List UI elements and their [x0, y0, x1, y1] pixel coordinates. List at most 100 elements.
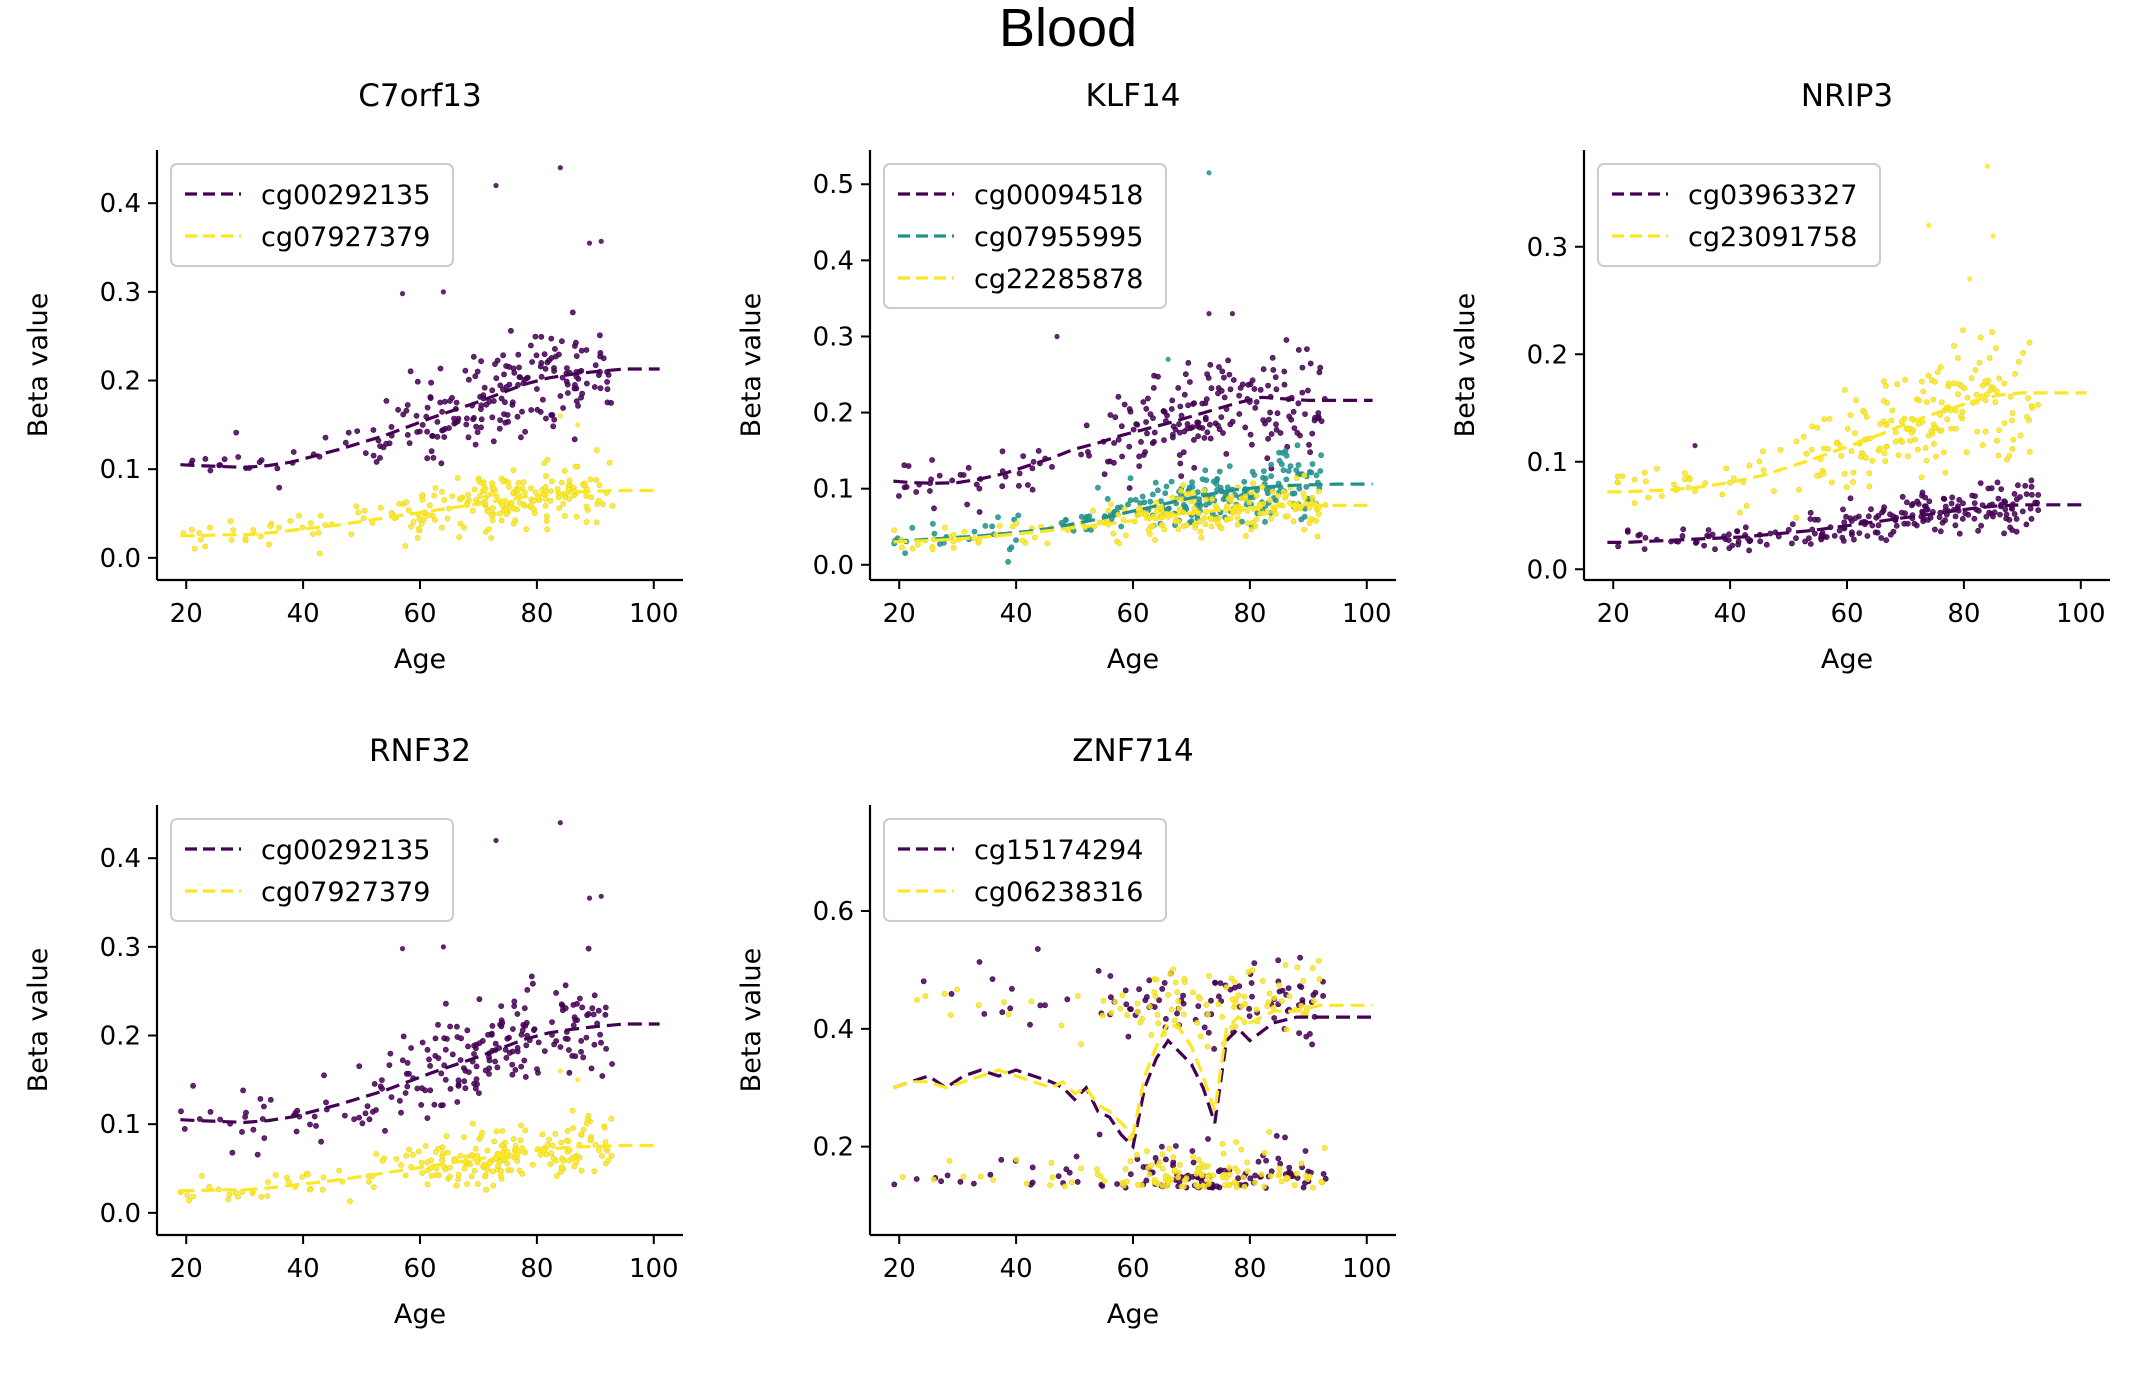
- data-point: [950, 538, 957, 545]
- data-point: [572, 343, 578, 349]
- data-point: [1221, 374, 1227, 381]
- data-point: [530, 980, 536, 987]
- data-point: [1307, 360, 1314, 367]
- data-point: [1074, 1179, 1081, 1185]
- data-point: [1967, 276, 1973, 282]
- data-point: [1187, 379, 1193, 385]
- data-point: [546, 1136, 552, 1143]
- data-point: [579, 1004, 586, 1011]
- data-point: [1035, 447, 1042, 454]
- data-point: [1155, 1162, 1162, 1168]
- data-point: [351, 1116, 357, 1123]
- data-point: [1100, 997, 1107, 1004]
- data-point: [1266, 990, 1273, 997]
- data-point: [1260, 366, 1267, 373]
- data-point: [1238, 1146, 1245, 1153]
- data-point: [393, 1156, 400, 1162]
- data-point: [515, 351, 522, 358]
- data-point: [1988, 485, 1995, 492]
- data-point: [414, 535, 421, 541]
- data-point: [1299, 997, 1306, 1003]
- data-point: [522, 1127, 529, 1134]
- data-point: [509, 401, 516, 408]
- data-point: [416, 428, 423, 435]
- data-point: [999, 1009, 1006, 1016]
- data-point: [1271, 1015, 1278, 1021]
- data-point: [1268, 473, 1275, 479]
- data-point: [566, 1157, 572, 1164]
- data-point: [486, 1160, 493, 1167]
- data-point: [2035, 507, 2042, 514]
- data-point: [1099, 1012, 1106, 1019]
- data-point: [440, 289, 446, 295]
- data-point: [455, 1176, 462, 1183]
- data-point: [296, 512, 302, 519]
- data-point: [1294, 964, 1301, 971]
- data-point: [566, 477, 573, 484]
- data-point: [1925, 372, 1932, 379]
- data-point: [316, 550, 323, 557]
- data-point: [571, 436, 578, 443]
- data-point: [960, 472, 967, 478]
- data-point: [467, 1161, 473, 1168]
- data-point: [1204, 371, 1210, 377]
- trend-line-cg07927379: [180, 1143, 660, 1193]
- data-point: [1233, 1139, 1239, 1145]
- data-point: [976, 959, 983, 965]
- data-point: [388, 423, 395, 430]
- data-point: [1919, 508, 1926, 515]
- x-tick-label: 100: [629, 599, 679, 629]
- data-point: [1119, 992, 1126, 998]
- data-point: [558, 1001, 565, 1008]
- data-point: [405, 507, 412, 513]
- data-point: [1286, 993, 1293, 1000]
- data-point: [500, 352, 506, 359]
- data-point: [1144, 1148, 1150, 1154]
- legend-label: cg23091758: [1688, 222, 1857, 253]
- data-point: [1315, 511, 1322, 517]
- data-point: [1941, 449, 1947, 456]
- data-point: [1215, 1001, 1222, 1008]
- data-point: [914, 997, 920, 1003]
- data-point: [1304, 1176, 1311, 1182]
- data-point: [560, 405, 566, 411]
- data-point: [1268, 515, 1274, 522]
- data-point: [1226, 463, 1233, 469]
- data-point: [402, 1090, 409, 1096]
- data-point: [471, 1167, 478, 1174]
- data-point: [1016, 482, 1022, 489]
- data-point: [1208, 997, 1214, 1004]
- data-point: [1951, 380, 1957, 387]
- data-point: [1306, 504, 1313, 511]
- data-point: [604, 386, 611, 393]
- data-point: [400, 1033, 407, 1040]
- data-point: [1933, 453, 1939, 460]
- data-point: [1189, 489, 1196, 496]
- y-tick-label: 0.4: [813, 1015, 854, 1045]
- x-tick-label: 20: [883, 599, 916, 629]
- legend-label: cg07955995: [974, 222, 1143, 253]
- data-point: [1259, 978, 1266, 984]
- data-point: [1278, 998, 1285, 1005]
- data-point: [283, 1174, 290, 1181]
- data-point: [419, 1039, 426, 1046]
- data-point: [1977, 334, 1984, 341]
- trend-line-cg22285878: [893, 503, 1373, 544]
- trend-line-cg00094518: [893, 395, 1373, 485]
- series-points-cg23091758: [1614, 163, 2041, 521]
- data-point: [1298, 516, 1305, 523]
- data-point: [1255, 1158, 1262, 1165]
- data-point: [1877, 421, 1884, 427]
- data-point: [531, 510, 538, 516]
- data-point: [501, 371, 507, 378]
- data-point: [444, 1149, 451, 1156]
- data-point: [320, 1174, 327, 1181]
- data-point: [960, 1173, 967, 1180]
- data-point: [2015, 482, 2021, 489]
- data-point: [470, 414, 477, 421]
- data-point: [361, 507, 368, 514]
- data-point: [407, 368, 414, 375]
- data-point: [419, 496, 426, 503]
- data-point: [596, 482, 603, 489]
- data-point: [2009, 417, 2015, 424]
